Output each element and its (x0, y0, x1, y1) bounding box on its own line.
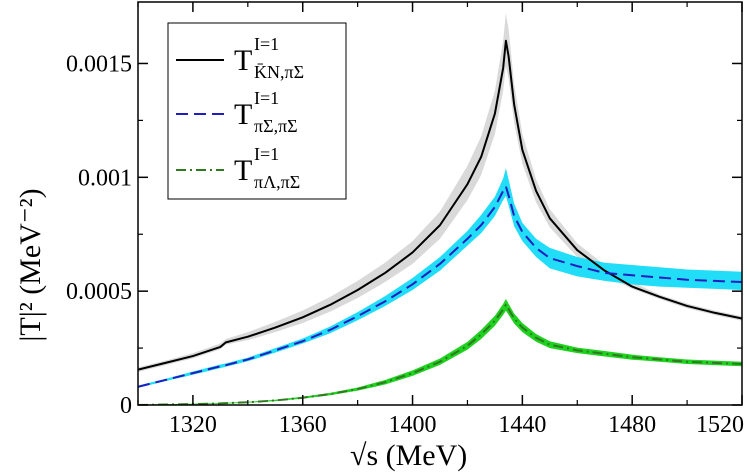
legend-subscript-2: πΣ,πΣ (254, 116, 298, 136)
y-tick-label: 0 (120, 393, 132, 419)
legend-subscript-1: K̄N,πΣ (254, 62, 304, 82)
series-line-2 (138, 185, 742, 388)
y-tick-label: 0.0015 (66, 51, 132, 77)
x-tick-label: 1520 (696, 412, 744, 438)
error-band-3 (138, 298, 742, 405)
y-axis-ticks: 0 0.0005 0.001 0.0015 (66, 51, 742, 419)
x-tick-label: 1400 (389, 412, 437, 438)
x-tick-label: 1480 (608, 412, 656, 438)
x-axis-title-text: √s (MeV) (350, 439, 467, 472)
x-axis-title: √s (MeV) (350, 439, 467, 472)
y-tick-label: 0.0005 (66, 279, 132, 305)
plot-frame (137, 1, 743, 406)
legend-label-2: T (234, 98, 252, 131)
series-lines (138, 39, 742, 405)
error-band-2 (138, 168, 742, 388)
legend-label-3: T (234, 154, 252, 187)
legend-superscript-3: I=1 (254, 144, 279, 164)
x-axis-ticks: 1320 1360 1400 1440 1480 1520 (137, 2, 744, 438)
x-tick-label: 1320 (169, 412, 217, 438)
series-line-3 (138, 303, 742, 405)
legend: T I=1K̄N,πΣT I=1πΣ,πΣT I=1πΛ,πΣ (167, 22, 347, 200)
error-bands (138, 13, 742, 405)
legend-label-1: T (234, 44, 252, 77)
legend-subscript-3: πΛ,πΣ (254, 172, 300, 192)
x-tick-label: 1360 (279, 412, 327, 438)
x-tick-label: 1440 (498, 412, 546, 438)
legend-superscript-2: I=1 (254, 88, 279, 108)
y-tick-label: 0.001 (78, 165, 132, 191)
y-axis-title: |T|² (MeV⁻²) (14, 188, 47, 341)
legend-superscript-1: I=1 (254, 34, 279, 54)
